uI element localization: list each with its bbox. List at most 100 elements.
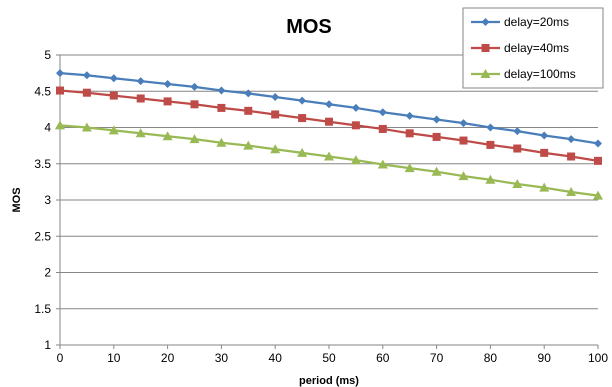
x-tick-label: 60 (376, 351, 390, 365)
x-axis-label: period (ms) (299, 375, 359, 387)
y-axis-label: MOS (11, 187, 23, 212)
y-tick-label: 5 (44, 48, 51, 62)
data-point (350, 155, 361, 165)
data-point (190, 82, 199, 91)
data-point (324, 151, 334, 161)
data-point (109, 91, 118, 100)
data-point (55, 120, 65, 130)
legend-label: delay=40ms (504, 41, 569, 55)
data-point (243, 140, 254, 150)
data-point (405, 129, 414, 138)
data-point (377, 159, 388, 169)
x-tick-label: 90 (538, 351, 552, 365)
series-layer (55, 69, 603, 200)
y-tick-label: 1 (44, 338, 51, 352)
x-tick-label: 100 (588, 351, 608, 365)
x-tick-label: 80 (484, 351, 498, 365)
data-point (189, 134, 200, 144)
data-point (297, 147, 308, 157)
data-point (136, 94, 145, 103)
data-point (486, 140, 495, 149)
data-point (109, 74, 118, 83)
y-tick-label: 4.5 (34, 84, 51, 98)
data-point (378, 124, 387, 133)
data-point (431, 166, 442, 176)
data-point (513, 127, 522, 136)
data-point (56, 86, 64, 95)
data-point (244, 106, 253, 115)
x-tick-label: 10 (107, 351, 121, 365)
data-point (325, 117, 333, 126)
x-tick-label: 20 (161, 351, 175, 365)
y-tick-label: 1.5 (34, 302, 51, 316)
data-point (56, 69, 64, 78)
data-point (108, 125, 119, 135)
legend-item: delay=100ms (471, 67, 576, 81)
series-diamond (56, 69, 602, 148)
gridlines (60, 54, 598, 310)
data-point (594, 156, 602, 165)
data-point (512, 179, 523, 189)
x-tick-label: 0 (57, 351, 64, 365)
x-tick-label: 50 (322, 351, 336, 365)
data-point (325, 100, 333, 109)
data-point (217, 103, 226, 112)
data-point (459, 119, 468, 128)
y-tick-label: 4 (44, 121, 51, 135)
series-triangle (55, 120, 603, 200)
data-point (163, 97, 172, 106)
legend: delay=20ms delay=40ms delay=100ms (462, 7, 604, 89)
data-point (540, 131, 549, 140)
data-point (458, 171, 469, 181)
y-tick-label: 2 (44, 266, 51, 280)
data-point (82, 71, 91, 80)
legend-marker (480, 69, 491, 78)
series-square (56, 86, 602, 165)
x-tick-label: 70 (430, 351, 444, 365)
data-point (271, 110, 280, 119)
data-point (567, 152, 576, 161)
data-point (594, 139, 602, 148)
y-tick-label: 3 (44, 193, 51, 207)
data-point (298, 114, 307, 123)
y-tick-label: 3.5 (34, 157, 51, 171)
data-point (271, 93, 280, 102)
legend-item: delay=40ms (471, 41, 569, 55)
data-point (486, 123, 495, 132)
data-point (432, 132, 441, 141)
data-point (298, 96, 307, 105)
data-point (404, 163, 415, 173)
data-point (540, 148, 549, 157)
legend-label: delay=20ms (504, 15, 569, 29)
legend-marker (481, 44, 490, 52)
data-point (244, 89, 253, 98)
legend-marker (481, 18, 490, 26)
data-point (566, 187, 577, 197)
data-point (82, 88, 91, 97)
data-point (216, 137, 227, 147)
data-point (513, 144, 522, 153)
y-tick-label: 2.5 (34, 229, 51, 243)
data-point (351, 121, 360, 130)
data-point (405, 111, 414, 120)
data-point (136, 77, 145, 86)
y-axis-ticks: 1 1.5 2 2.5 3 3.5 4 4.5 5 (34, 48, 60, 352)
data-point (567, 135, 576, 144)
legend-item: delay=20ms (471, 15, 569, 29)
data-point (539, 182, 550, 192)
data-point (217, 86, 226, 95)
chart-title: MOS (286, 16, 332, 38)
data-point (163, 80, 172, 88)
data-point (593, 190, 603, 200)
x-tick-label: 30 (215, 351, 229, 365)
x-axis-ticks: 0 10 20 30 40 50 60 70 80 90 100 (57, 345, 608, 365)
data-point (135, 128, 146, 138)
data-point (485, 174, 496, 184)
data-point (162, 131, 173, 141)
data-point (378, 108, 387, 117)
data-point (190, 100, 199, 109)
legend-label: delay=100ms (504, 67, 576, 81)
data-point (81, 122, 92, 132)
x-tick-label: 40 (269, 351, 283, 365)
